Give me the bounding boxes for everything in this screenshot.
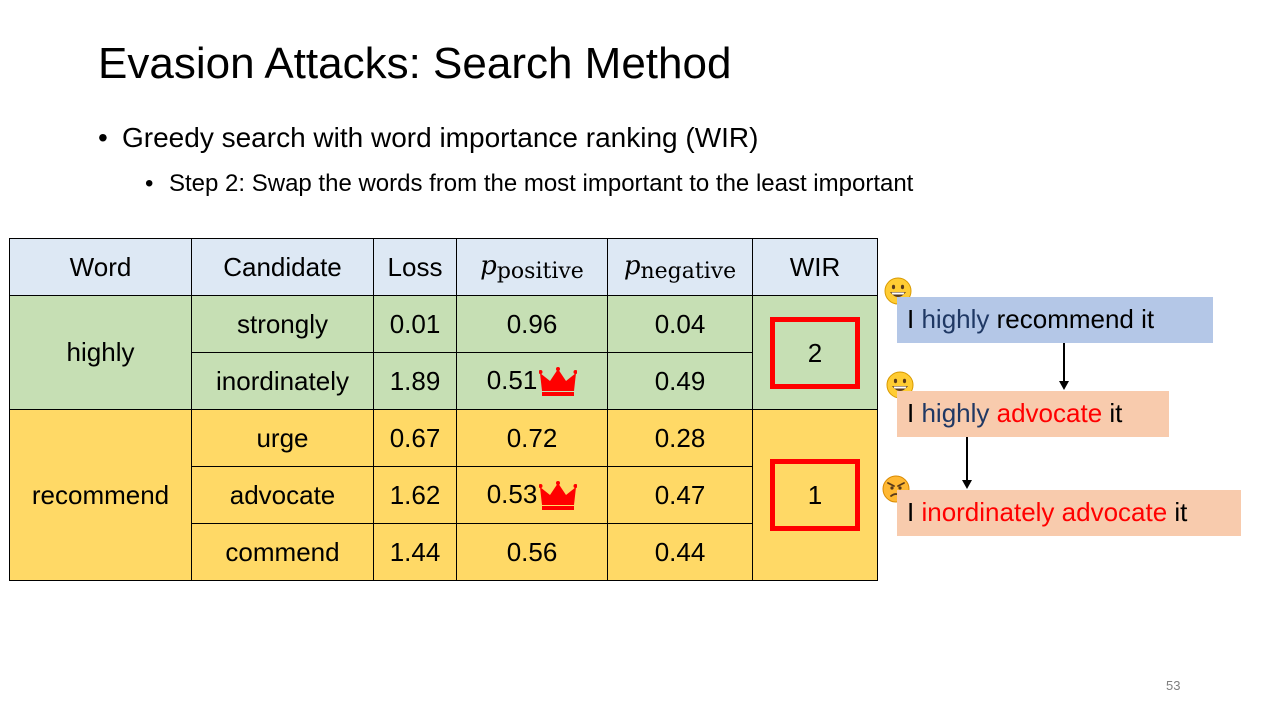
candidate-cell: advocate: [191, 466, 374, 524]
table-row: highly strongly 0.01 0.96 0.04 2: [9, 295, 878, 410]
sentence-adversarial: I inordinately advocate it: [897, 490, 1241, 536]
p-positive-cell: 0.51: [456, 352, 608, 410]
candidate-cell: inordinately: [191, 352, 374, 410]
word-advocate: advocate: [996, 398, 1103, 428]
bullet-level-1: • Greedy search with word importance rank…: [98, 120, 758, 156]
table-header-row: Word Candidate Loss ppositive pnegative …: [9, 238, 878, 296]
p-negative-cell: 0.44: [607, 523, 753, 581]
loss-cell: 0.01: [373, 295, 457, 353]
candidate-cell: urge: [191, 409, 374, 467]
word-highly: highly: [921, 398, 990, 428]
sentence-step-1: I highly advocate it: [897, 391, 1169, 437]
header-loss: Loss: [373, 238, 457, 296]
header-wir: WIR: [752, 238, 878, 296]
bullet-2-text: Step 2: Swap the words from the most imp…: [169, 170, 914, 197]
word-cell-recommend: recommend: [9, 409, 192, 581]
p-positive-cell: 0.56: [456, 523, 608, 581]
candidate-cell: strongly: [191, 295, 374, 353]
header-p-negative: pnegative: [607, 238, 753, 296]
table-row: advocate 1.62 0.53 0.47: [10, 466, 878, 524]
p-negative-cell: 0.04: [607, 295, 753, 353]
bullet-1-text: Greedy search with word importance ranki…: [122, 122, 759, 153]
loss-cell: 1.89: [373, 352, 457, 410]
table-row: recommend urge 0.67 0.72 0.28 1: [9, 409, 878, 581]
grinning-face-icon: [884, 277, 912, 305]
p-negative-cell: 0.49: [607, 352, 753, 410]
header-candidate: Candidate: [191, 238, 374, 296]
candidate-cell: commend: [191, 523, 374, 581]
crown-icon: [539, 481, 578, 511]
wir-rank-box: 2: [770, 316, 860, 389]
crown-icon: [539, 367, 578, 397]
wir-rank-box: 1: [770, 459, 860, 531]
arrow-down-icon: [1059, 343, 1069, 390]
bullet-level-2: • Step 2: Swap the words from the most im…: [145, 168, 913, 200]
sentence-original: I highly recommend it: [897, 297, 1213, 343]
header-p-positive: ppositive: [456, 238, 608, 296]
wir-cell-recommend: 1: [752, 409, 878, 581]
p-positive-cell: 0.96: [456, 295, 608, 353]
p-positive-cell: 0.72: [456, 409, 608, 467]
bullet-dot: •: [145, 170, 154, 197]
word-swapped: inordinately advocate: [921, 497, 1168, 527]
wir-table: Word Candidate Loss ppositive pnegative …: [9, 238, 878, 581]
loss-cell: 0.67: [373, 409, 457, 467]
page-number: 53: [1166, 678, 1181, 693]
loss-cell: 1.44: [373, 523, 457, 581]
table-row: inordinately 1.89 0.51 0.49: [10, 352, 878, 410]
word-highly: highly: [921, 304, 990, 334]
slide-title: Evasion Attacks: Search Method: [98, 39, 732, 88]
word-cell-highly: highly: [9, 295, 192, 410]
p-negative-cell: 0.47: [607, 466, 753, 524]
p-positive-cell: 0.53: [456, 466, 608, 524]
header-word: Word: [9, 238, 192, 296]
wir-cell-highly: 2: [752, 295, 878, 410]
arrow-down-icon: [962, 437, 972, 489]
p-negative-cell: 0.28: [607, 409, 753, 467]
loss-cell: 1.62: [373, 466, 457, 524]
table-row: commend 1.44 0.56 0.44: [10, 523, 878, 581]
bullet-dot: •: [98, 122, 108, 153]
